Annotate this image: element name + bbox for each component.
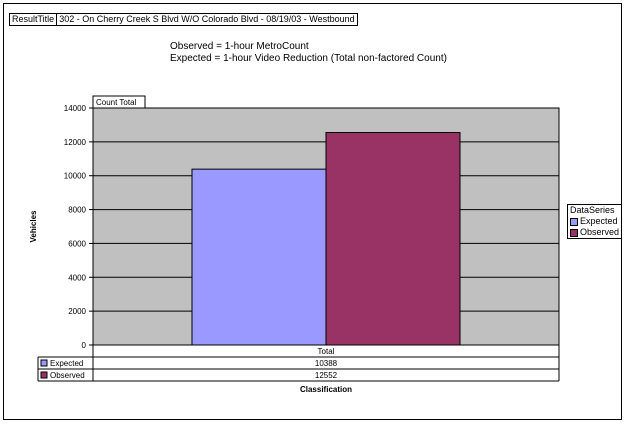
chart-title: Count Total: [96, 98, 137, 107]
legend-title: DataSeries: [570, 205, 615, 215]
table-series-label: Expected: [50, 359, 83, 368]
data-label: 10388: [315, 359, 338, 368]
y-tick-label: 12000: [64, 138, 87, 147]
legend-swatch: [570, 217, 578, 226]
legend-label: Expected: [580, 216, 618, 226]
x-axis-label: Classification: [300, 385, 352, 394]
legend-item-expected: Expected: [568, 216, 621, 227]
result-title: ResultTitle 302 - On Cherry Creek S Blvd…: [9, 13, 358, 26]
y-tick-label: 2000: [68, 307, 86, 316]
bar-observed: [325, 132, 461, 346]
result-title-label: ResultTitle: [9, 13, 58, 26]
y-tick-label: 8000: [68, 206, 86, 215]
legend-item-observed: Observed: [568, 227, 621, 238]
legend-swatch: [570, 228, 578, 237]
y-tick-label: 6000: [68, 239, 86, 248]
y-tick-label: 10000: [64, 172, 87, 181]
bar-expected: [191, 168, 327, 346]
y-tick-label: 14000: [64, 104, 87, 113]
y-axis-label: Vehicles: [29, 210, 38, 243]
data-label: 12552: [315, 371, 338, 380]
table-swatch-observed: [40, 371, 48, 379]
y-tick-label: 0: [82, 341, 87, 350]
subtitle-line-1: Observed = 1-hour MetroCount: [170, 41, 309, 52]
table-swatch-expected: [40, 359, 48, 367]
legend: DataSeries Expected Observed: [567, 204, 622, 239]
table-category-label: Total: [318, 347, 335, 356]
legend-label: Observed: [580, 227, 620, 237]
result-title-value: 302 - On Cherry Creek S Blvd W/O Colorad…: [57, 13, 358, 26]
y-tick-label: 4000: [68, 273, 86, 282]
chart-title-box: [92, 95, 146, 109]
subtitle-line-2: Expected = 1-hour Video Reduction (Total…: [170, 53, 447, 64]
table-series-label: Observed: [50, 371, 85, 380]
